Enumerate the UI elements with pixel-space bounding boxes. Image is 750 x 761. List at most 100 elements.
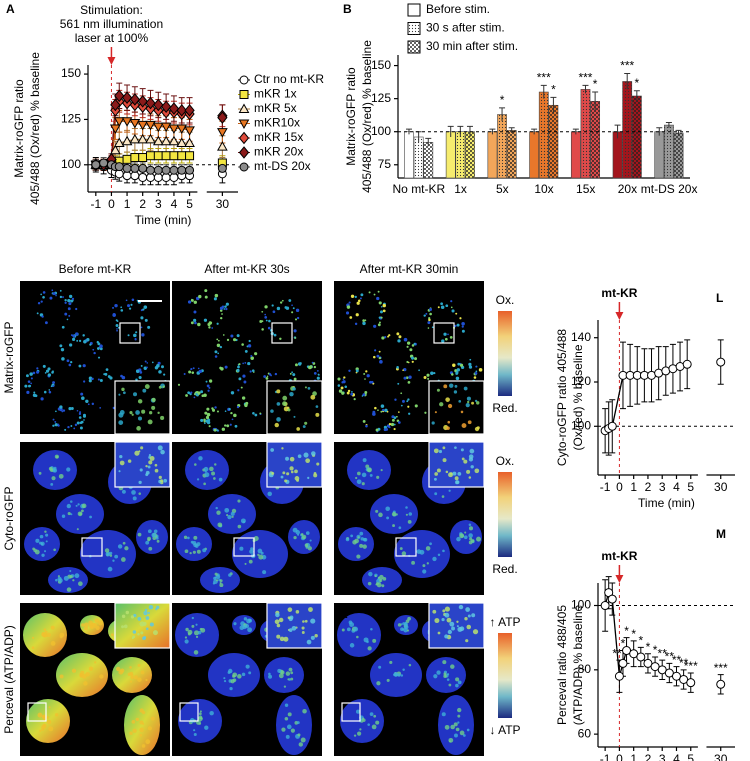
speckle: [224, 410, 227, 413]
inset-speckle: [154, 468, 159, 473]
speckle: [369, 380, 372, 384]
inset-speckle: [454, 476, 459, 481]
speckle: [349, 643, 355, 648]
speckle: [381, 408, 385, 412]
marker: [636, 652, 646, 662]
speckle: [423, 314, 426, 317]
marker: [122, 154, 132, 164]
speckle: [355, 476, 358, 480]
inset-speckle: [136, 426, 141, 431]
speckle: [185, 627, 189, 632]
micrograph: [20, 602, 171, 756]
colorbar-bottom-label: Red.: [492, 562, 517, 576]
speckle: [198, 712, 202, 716]
speckle: [356, 709, 361, 714]
speckle: [244, 403, 248, 408]
speckle: [313, 365, 317, 369]
speckle: [215, 579, 219, 582]
inset-speckle: [456, 625, 459, 628]
speckle: [444, 724, 450, 730]
speckle: [446, 673, 450, 676]
significance: **: [679, 656, 689, 670]
speckle: [112, 313, 116, 317]
speckle: [114, 554, 119, 559]
speckle: [193, 650, 199, 655]
marker: [137, 94, 148, 108]
panel-letter: E: [339, 285, 347, 299]
annotation-text: mt-KR: [601, 549, 637, 563]
speckle: [249, 549, 254, 554]
speckle: [50, 641, 56, 646]
speckle: [461, 325, 464, 328]
speckle: [341, 628, 345, 632]
speckle: [356, 479, 362, 485]
speckle: [474, 372, 478, 375]
inset-speckle: [448, 383, 454, 388]
speckle: [204, 411, 208, 415]
speckle: [309, 539, 312, 542]
speckle: [228, 573, 232, 577]
inset-speckle: [130, 615, 135, 619]
speckle: [112, 559, 115, 562]
speckle: [205, 419, 209, 423]
speckle: [193, 318, 197, 322]
inset-speckle: [118, 420, 124, 425]
speckle: [422, 564, 426, 568]
speckle: [352, 539, 357, 545]
speckle: [247, 361, 251, 366]
speckle: [456, 536, 461, 542]
speckle: [193, 396, 196, 399]
inset-speckle: [434, 472, 438, 476]
speckle: [229, 687, 233, 691]
speckle: [244, 350, 248, 353]
speckle: [353, 398, 356, 401]
speckle: [70, 334, 73, 337]
inset-speckle: [140, 631, 144, 635]
speckle: [26, 390, 30, 394]
x-tick-label: -1: [600, 480, 611, 494]
speckle: [357, 536, 360, 539]
inset-speckle: [458, 604, 464, 610]
speckle: [206, 412, 211, 417]
speckle: [204, 725, 209, 730]
speckle: [200, 390, 204, 394]
inset-speckle: [447, 403, 453, 409]
inset-speckle: [295, 610, 300, 614]
speckle: [81, 396, 85, 400]
speckle: [61, 325, 65, 329]
inset-speckle: [297, 454, 302, 459]
speckle: [40, 300, 43, 303]
speckle: [139, 733, 143, 737]
speckle: [433, 371, 436, 375]
inset-speckle: [457, 472, 462, 476]
inset-speckle: [310, 618, 316, 624]
inset-speckle: [306, 639, 312, 645]
speckle: [473, 376, 477, 379]
speckle: [381, 336, 385, 340]
speckle: [376, 582, 382, 588]
inset-speckle: [137, 399, 143, 404]
significance: ***: [537, 71, 551, 85]
annotation-text: Stimulation:: [80, 3, 143, 17]
speckle: [48, 389, 51, 391]
speckle: [110, 633, 114, 637]
speckle: [291, 371, 294, 374]
speckle: [68, 363, 72, 367]
zoom-box: [27, 702, 47, 722]
speckle: [72, 579, 75, 582]
speckle: [197, 391, 201, 395]
speckle: [252, 411, 255, 415]
speckle: [44, 550, 47, 553]
marker: [99, 158, 109, 168]
inset-speckle: [291, 625, 297, 631]
speckle: [443, 674, 447, 679]
speckle: [398, 526, 402, 530]
zoom-box: [119, 322, 141, 344]
inset-speckle: [447, 629, 453, 635]
marker: [130, 163, 140, 173]
speckle: [129, 731, 133, 735]
inset-speckle: [463, 459, 468, 464]
inset-speckle: [284, 479, 288, 483]
speckle: [68, 302, 72, 306]
speckle: [242, 374, 246, 378]
